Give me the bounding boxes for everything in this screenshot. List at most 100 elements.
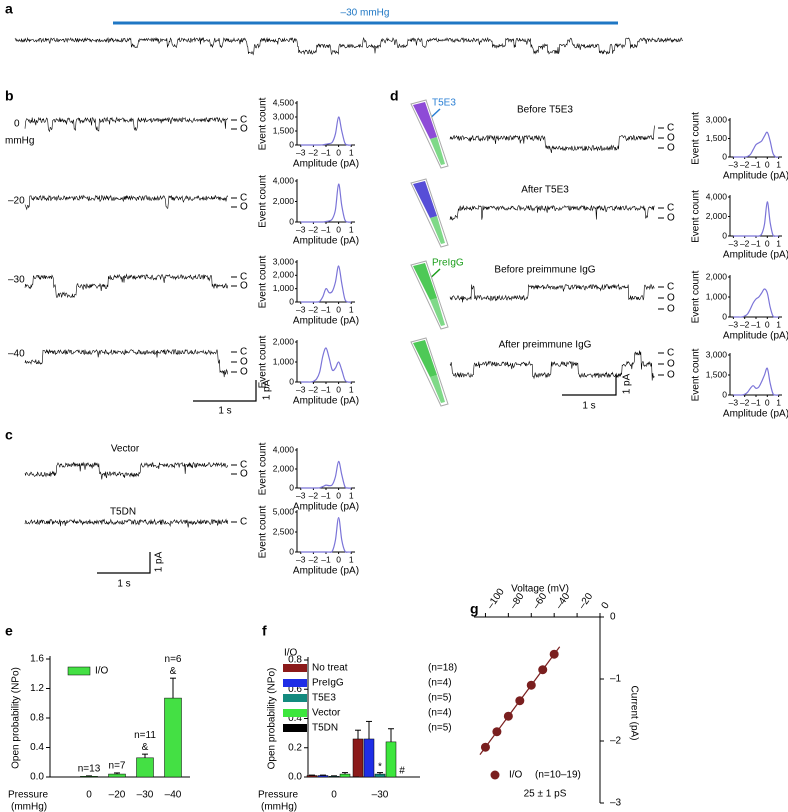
x-tick-label: –3 xyxy=(296,304,306,314)
x-axis-label: Amplitude (pA) xyxy=(293,316,359,327)
x-tick-label: –1 xyxy=(751,238,761,248)
x-tick-label: –40 xyxy=(165,790,182,801)
y-tick-label: 0.2 xyxy=(288,742,302,753)
x-tick-label: –3 xyxy=(729,159,739,169)
legend-marker xyxy=(490,770,500,780)
trace-title: Before T5E3 xyxy=(517,105,573,116)
y-axis-label: Event count xyxy=(258,442,269,495)
legend-swatch xyxy=(283,694,307,702)
x-tick-label: 0 xyxy=(336,554,341,564)
stimulus-label: –30 mmHg xyxy=(341,8,390,19)
pipette-fill xyxy=(413,181,437,218)
trace xyxy=(14,36,683,56)
level-label: O xyxy=(240,469,248,480)
level-label: O xyxy=(240,124,248,135)
bar xyxy=(164,697,182,778)
n-label: n=13 xyxy=(78,764,101,775)
y-tick-label: 0.8 xyxy=(288,655,302,666)
panel-label: a xyxy=(5,1,13,17)
bar xyxy=(108,773,126,778)
x-tick-label: 0 xyxy=(331,790,337,801)
panel-label: g xyxy=(470,601,479,617)
y-tick-label: 0 xyxy=(722,311,727,321)
histogram-curve xyxy=(300,265,352,303)
scale-time: 1 s xyxy=(117,579,130,590)
x-tick-label: 1 xyxy=(776,319,781,329)
x-tick-label: –2 xyxy=(309,490,319,500)
trace xyxy=(24,518,229,528)
level-label: C xyxy=(240,193,247,204)
pipette-fill xyxy=(413,340,437,377)
y-tick-label: 2,000 xyxy=(706,271,728,281)
bar xyxy=(317,775,329,778)
antibody-label: PreIgG xyxy=(432,258,464,269)
trace-title: T5DN xyxy=(110,507,136,518)
y-axis-label: Event count xyxy=(258,97,269,150)
y-tick-label: 1.6 xyxy=(30,654,44,665)
x-tick-label: –3 xyxy=(296,147,306,157)
x-tick-label: 1 xyxy=(349,224,354,234)
x-tick-label: 0 xyxy=(336,384,341,394)
x-tick-label: 0 xyxy=(765,397,770,407)
y-tick-label: –3 xyxy=(610,798,622,809)
pipette-fill xyxy=(413,263,437,300)
y-tick-label: 4,000 xyxy=(706,191,728,201)
x-tick-label: –3 xyxy=(729,319,739,329)
x-tick-label: 1 xyxy=(349,304,354,314)
x-tick-label: –2 xyxy=(740,319,750,329)
legend-label: I/O xyxy=(509,770,523,781)
histogram-curve xyxy=(733,367,779,396)
x-tick-label: –3 xyxy=(729,397,739,407)
legend-n: (n=4) xyxy=(428,678,452,689)
y-tick-label: 3,000 xyxy=(273,111,295,121)
legend-swatch xyxy=(283,709,307,717)
y-tick-label: 2,000 xyxy=(273,270,295,280)
histogram-curve xyxy=(300,347,352,383)
point xyxy=(492,727,502,737)
y-tick-label: 4,500 xyxy=(273,97,295,107)
legend-n: (n=4) xyxy=(428,708,452,719)
histogram-curve xyxy=(300,116,352,146)
y-tick-label: 0.0 xyxy=(30,772,44,783)
legend-swatch xyxy=(283,724,307,732)
x-axis-label: (mmHg) xyxy=(261,802,297,812)
legend-label: T5DN xyxy=(312,723,338,734)
legend-label: T5E3 xyxy=(312,693,336,704)
legend-n: (n=5) xyxy=(428,693,452,704)
y-tick-label: 0 xyxy=(289,546,294,556)
y-tick-label: 1,500 xyxy=(273,125,295,135)
x-tick-label: –1 xyxy=(321,554,331,564)
y-tick-label: 2,000 xyxy=(273,463,295,473)
level-label: C xyxy=(667,203,674,214)
x-tick-label: 0 xyxy=(765,159,770,169)
x-tick-label: –30 xyxy=(137,790,154,801)
histogram-curve xyxy=(733,131,779,158)
trace-title: Vector xyxy=(111,444,140,455)
point xyxy=(526,680,536,690)
legend-label: No treat xyxy=(312,663,348,674)
y-tick-label: 4,000 xyxy=(273,444,295,454)
y-tick-label: 2,000 xyxy=(706,211,728,221)
level-label: C xyxy=(667,348,674,359)
x-tick-label: –2 xyxy=(309,147,319,157)
scale-time: 1 s xyxy=(582,401,595,412)
y-tick-label: 1,500 xyxy=(706,369,728,379)
y-tick-label: 0 xyxy=(289,376,294,386)
x-tick-label: 0 xyxy=(336,490,341,500)
level-label: C xyxy=(240,517,247,528)
level-label: O xyxy=(667,143,675,154)
legend-title: I/O xyxy=(284,648,298,659)
panel-label: d xyxy=(390,88,399,104)
panel-label: b xyxy=(5,88,14,104)
y-axis-label: Event count xyxy=(258,335,269,388)
level-label: C xyxy=(667,282,674,293)
point xyxy=(515,696,525,706)
legend-label: Vector xyxy=(312,708,341,719)
scale-bar-b: 1 s 1 pA xyxy=(193,379,273,417)
x-tick-label: –2 xyxy=(309,554,319,564)
pressure-label: 0 xyxy=(14,119,20,130)
legend-label: I/O xyxy=(95,666,109,677)
x-axis-label: (mmHg) xyxy=(11,802,47,812)
x-tick-label: –1 xyxy=(321,304,331,314)
